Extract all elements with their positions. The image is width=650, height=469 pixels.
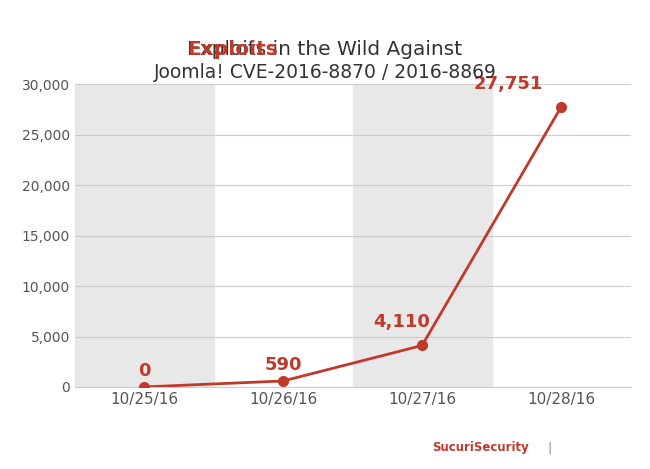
Text: 0: 0 <box>138 363 150 380</box>
Text: SucuriSecurity: SucuriSecurity <box>432 441 529 454</box>
Text: 590: 590 <box>265 356 302 374</box>
Text: Exploits: Exploits <box>187 40 278 59</box>
Bar <box>75 84 214 387</box>
Bar <box>352 84 491 387</box>
Text: ®: ® <box>403 443 413 453</box>
Text: |: | <box>547 441 551 454</box>
Text: Joomla! CVE-2016-8870 / 2016-8869: Joomla! CVE-2016-8870 / 2016-8869 <box>153 63 497 82</box>
Text: sucuri.net: sucuri.net <box>562 441 621 454</box>
Text: Exploits in the Wild Against: Exploits in the Wild Against <box>187 40 463 59</box>
Text: f: f <box>358 441 364 455</box>
Text: ⅄: ⅄ <box>381 441 389 454</box>
Text: 4,110: 4,110 <box>373 313 430 332</box>
Text: 27,751: 27,751 <box>474 75 543 93</box>
